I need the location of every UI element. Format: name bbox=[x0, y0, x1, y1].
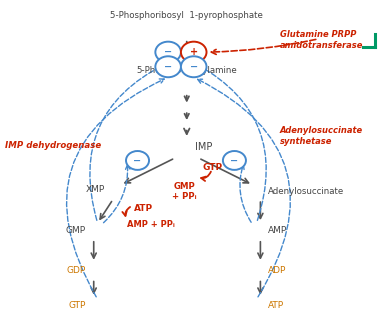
Circle shape bbox=[155, 42, 181, 63]
Circle shape bbox=[181, 56, 207, 77]
FancyArrowPatch shape bbox=[240, 165, 251, 222]
FancyArrowPatch shape bbox=[90, 64, 164, 220]
Circle shape bbox=[155, 56, 181, 77]
Text: XMP: XMP bbox=[86, 185, 105, 194]
FancyArrowPatch shape bbox=[103, 165, 130, 223]
Text: +: + bbox=[190, 47, 198, 57]
Text: ATP: ATP bbox=[268, 301, 284, 310]
Text: AMP + PPᵢ: AMP + PPᵢ bbox=[127, 220, 174, 229]
Text: IMP: IMP bbox=[194, 142, 212, 152]
Text: Adenylosuccinate: Adenylosuccinate bbox=[268, 187, 344, 196]
Text: Adenylosuccinate
synthetase: Adenylosuccinate synthetase bbox=[280, 126, 363, 146]
Circle shape bbox=[181, 42, 207, 63]
FancyArrowPatch shape bbox=[211, 40, 316, 55]
Text: −: − bbox=[164, 62, 172, 72]
Text: ATP: ATP bbox=[135, 204, 154, 213]
Text: −: − bbox=[190, 62, 198, 72]
Text: 5-Phosphoribosyl  1-pyrophosphate: 5-Phosphoribosyl 1-pyrophosphate bbox=[110, 11, 263, 20]
FancyArrowPatch shape bbox=[198, 65, 266, 220]
Text: −: − bbox=[230, 155, 238, 166]
FancyArrowPatch shape bbox=[67, 79, 164, 297]
Text: ADP: ADP bbox=[268, 266, 287, 275]
Text: GDP: GDP bbox=[67, 266, 86, 275]
FancyArrowPatch shape bbox=[198, 79, 291, 297]
Text: AMP: AMP bbox=[268, 226, 287, 235]
Text: GTP: GTP bbox=[68, 301, 86, 310]
Text: GMP: GMP bbox=[66, 226, 86, 235]
Text: GMP
+ PPᵢ: GMP + PPᵢ bbox=[172, 182, 197, 201]
Text: IMP dehydrogenase: IMP dehydrogenase bbox=[5, 141, 101, 150]
Circle shape bbox=[126, 151, 149, 170]
FancyArrowPatch shape bbox=[123, 207, 130, 216]
Text: 5-Phosphoribosylamine: 5-Phosphoribosylamine bbox=[137, 66, 237, 75]
Circle shape bbox=[223, 151, 246, 170]
Text: −: − bbox=[164, 47, 172, 57]
Text: −: − bbox=[133, 155, 142, 166]
FancyArrowPatch shape bbox=[201, 172, 211, 181]
Text: Glutamine PRPP
amidotransferase: Glutamine PRPP amidotransferase bbox=[280, 30, 363, 50]
Text: GTP: GTP bbox=[202, 163, 223, 172]
